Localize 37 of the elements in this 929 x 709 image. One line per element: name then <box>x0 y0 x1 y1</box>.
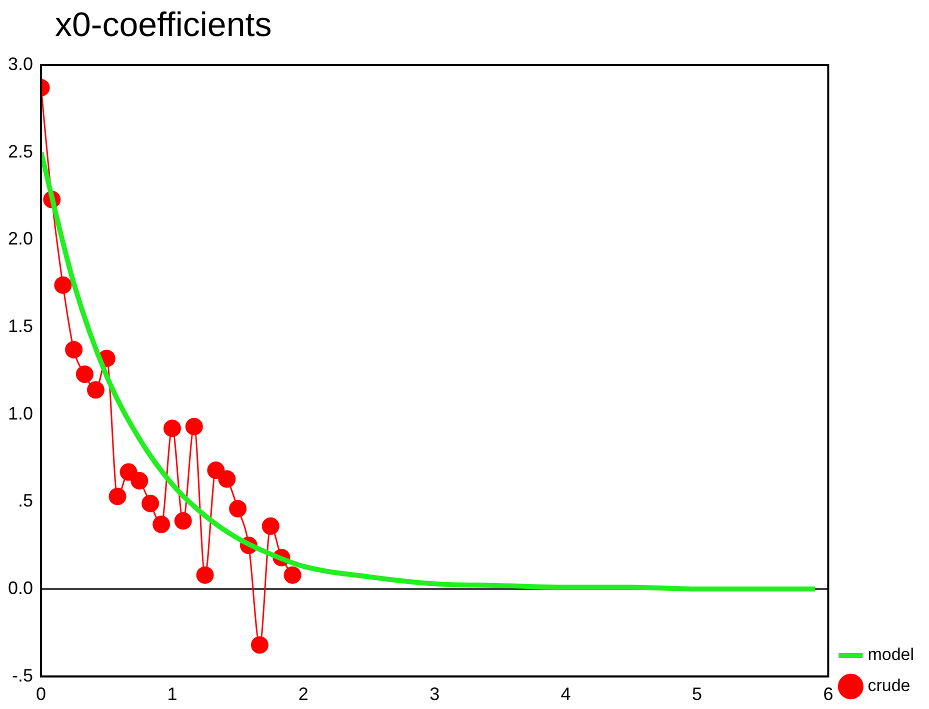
y-tick-label: 0.0 <box>8 578 34 598</box>
point <box>174 512 192 530</box>
point <box>262 517 280 535</box>
x-tick-label: 6 <box>823 684 834 704</box>
y-tick-label: 3.0 <box>8 54 34 74</box>
point <box>142 494 160 512</box>
point <box>218 470 236 488</box>
point <box>250 636 268 654</box>
y-tick-label: 2.0 <box>8 228 34 249</box>
x-tick-label: 0 <box>36 684 46 704</box>
point <box>108 488 126 506</box>
x-tick-label: 4 <box>560 684 571 704</box>
point <box>185 418 203 436</box>
point <box>54 276 72 294</box>
point <box>196 566 214 584</box>
y-tick-label: .5 <box>18 490 34 511</box>
y-tick-label: 1.0 <box>8 403 34 424</box>
point <box>130 472 148 490</box>
x-tick-label: 3 <box>430 684 440 704</box>
y-tick-label: -.5 <box>12 665 34 686</box>
y-tick-label: 1.5 <box>8 316 34 336</box>
x-tick-label: 5 <box>692 684 702 704</box>
point <box>76 365 94 383</box>
point <box>207 462 225 480</box>
legend-label: crude <box>868 676 910 696</box>
legend-label: model <box>868 645 914 664</box>
point <box>163 420 181 438</box>
x-tick-label: 1 <box>167 684 178 704</box>
point <box>152 516 170 534</box>
point <box>120 463 138 481</box>
y-tick-label: 2.5 <box>8 141 34 162</box>
chart-title: x0-coefficients <box>55 6 272 45</box>
point <box>65 340 83 358</box>
x-tick-label: 2 <box>298 684 308 704</box>
point <box>229 500 247 518</box>
point <box>86 381 104 399</box>
point <box>284 566 302 584</box>
